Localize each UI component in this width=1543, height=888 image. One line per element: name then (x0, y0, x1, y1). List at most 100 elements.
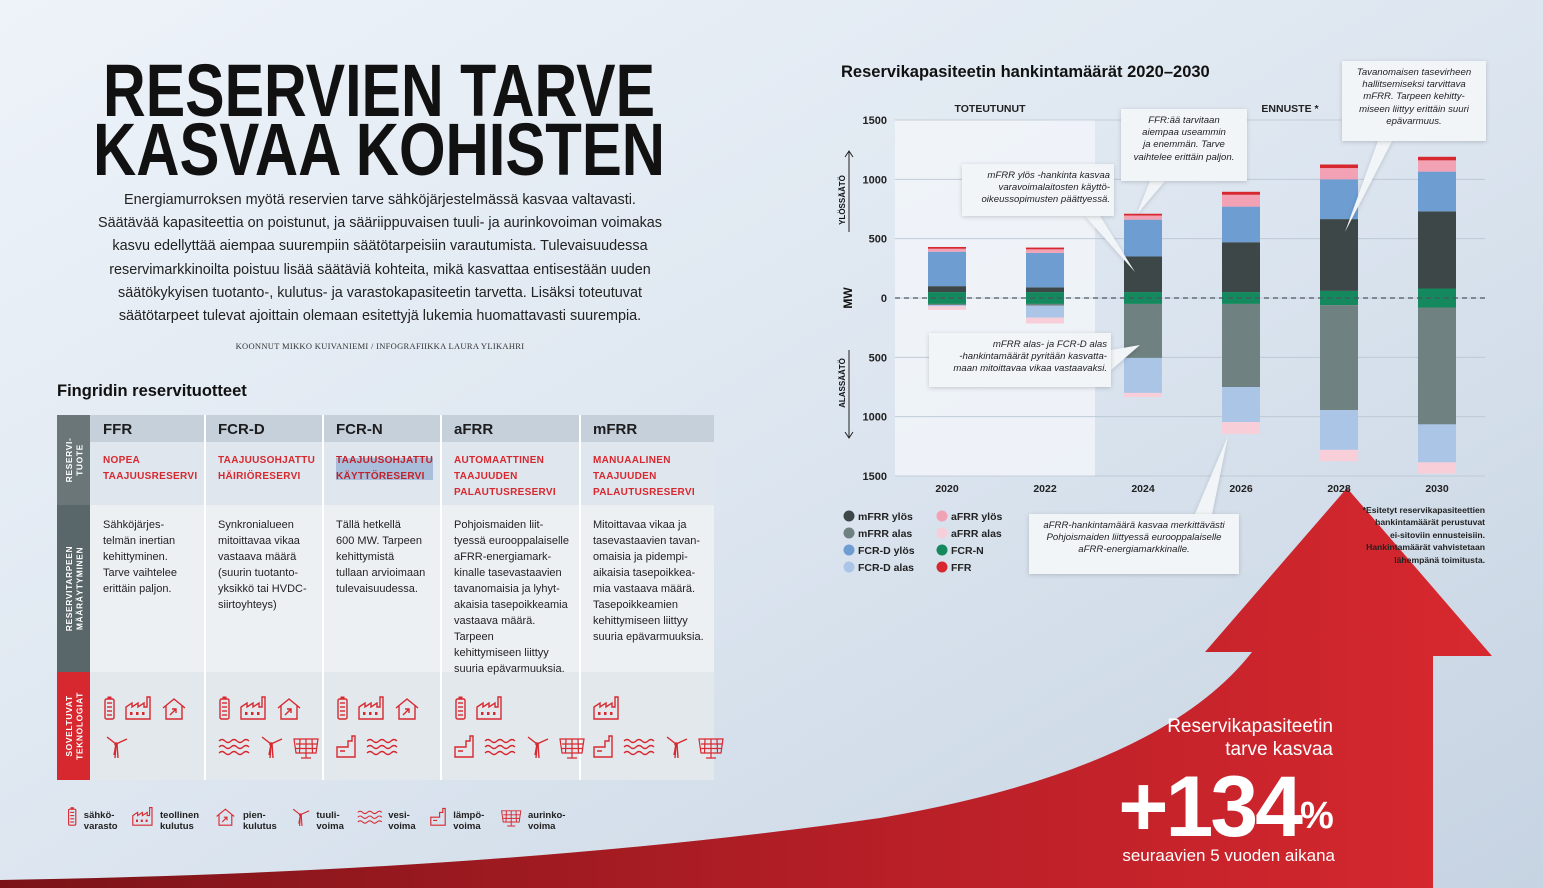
row-label: MÄÄRÄYTYMINEN (74, 547, 84, 630)
bar-segment (1418, 171, 1456, 212)
legend-marker (843, 510, 855, 522)
bar-segment (928, 306, 966, 310)
bar-segment (1026, 292, 1064, 304)
bar-segment (1418, 156, 1456, 161)
annotation-text: Tavanomaisen tasevirheen hallitsemiseksi… (1356, 67, 1472, 127)
bar-segment (1222, 194, 1260, 207)
table-icons-bg (90, 672, 714, 780)
bar-segment (928, 305, 966, 307)
icon-part (623, 738, 655, 744)
icon-part (484, 750, 516, 756)
row-label-group: SOVELTUVAT TEKNOLOGIAT (64, 692, 85, 760)
technology-icon (277, 698, 301, 720)
column-description: Sähköjärjes- telmän inertian kehittymine… (103, 519, 177, 595)
bar-segment (1418, 462, 1456, 474)
technology-legend-label: vesi- (388, 810, 410, 821)
icon-part (221, 816, 228, 823)
period-label: TOTEUTUNUT (955, 103, 1027, 115)
y-tick-label: 500 (869, 234, 887, 246)
icon-part (140, 819, 143, 822)
column-subtitle: TAAJUUSOHJATTU KÄYTTÖRESERVI (336, 453, 434, 485)
callout-line: tarve kasvaa (1225, 739, 1333, 760)
up-label: YLÖSSÄÄTÖ (838, 175, 847, 225)
icon-part (136, 819, 138, 822)
legend-label: FCR-D alas (858, 562, 914, 574)
direction-arrow (844, 350, 854, 439)
y-tick-label: 1500 (863, 471, 887, 483)
technology-icon (593, 735, 613, 758)
icon-part (593, 696, 619, 720)
table-header-bg (90, 415, 714, 442)
icon-part (623, 750, 655, 756)
callout-pointer (1111, 345, 1140, 370)
legend-label: aFRR alas (951, 528, 1002, 540)
bar-segment (1418, 211, 1456, 289)
icon-part (698, 738, 724, 759)
icon-part (366, 750, 398, 756)
icon-part (293, 738, 319, 759)
x-tick-label: 2030 (1425, 483, 1449, 495)
technology-legend-label: voima (453, 821, 481, 832)
column-description: Mitoittavaa vikaa ja tasevastaavien tava… (593, 519, 704, 643)
icon-part (484, 744, 516, 750)
technology-icon (559, 738, 585, 759)
technology-icon (162, 698, 186, 720)
icon-part (476, 696, 502, 720)
y-tick-label: 1000 (863, 174, 887, 186)
technology-icon (455, 696, 466, 720)
icon-part (340, 696, 345, 699)
icon-part (481, 712, 484, 715)
column-name: FFR (103, 421, 133, 438)
icon-part (107, 696, 112, 699)
callout-pointer (1137, 181, 1165, 214)
row-label: RESERVI- (64, 438, 74, 483)
icon-part (395, 698, 419, 720)
column-name: aFRR (454, 421, 494, 438)
callout-pointer (1085, 216, 1135, 272)
callout-box (929, 333, 1111, 387)
legend-label: FFR (951, 562, 972, 574)
icon-part (218, 738, 250, 744)
icon-part (125, 696, 151, 720)
technology-icon (454, 735, 474, 758)
legend-icon (216, 808, 235, 826)
x-tick-label: 2020 (935, 483, 959, 495)
legend-marker (936, 510, 948, 522)
icon-part (527, 736, 549, 759)
bar-segment (1222, 191, 1260, 195)
bar-segment (1320, 410, 1358, 450)
legend-icon (292, 808, 310, 827)
row-label-group: RESERVITARPEEN MÄÄRÄYTYMINEN (64, 546, 85, 632)
technology-icon (240, 696, 266, 720)
icon-part (610, 712, 613, 715)
legend-label: FCR-D ylös (858, 545, 915, 557)
icon-part (218, 750, 250, 756)
icon-part (366, 738, 398, 744)
legend-marker (843, 527, 855, 539)
annotation-text: FFR:ää tarvitaan aiempaa useammin ja ene… (1133, 115, 1235, 163)
bar-segment (1320, 449, 1358, 462)
legend-icon (501, 810, 522, 827)
y-tick-label: 500 (869, 352, 887, 364)
technology-legend-label: kulutus (243, 821, 277, 832)
row-label: TEKNOLOGIAT (74, 692, 84, 760)
bar-segment (1026, 303, 1064, 306)
icon-part (604, 712, 607, 715)
icon-part (593, 735, 613, 758)
axis-label-group: ALASSÄÄTÖ (838, 358, 847, 408)
legend-marker (936, 561, 948, 573)
callout-box (962, 164, 1114, 216)
bar-segment (1320, 168, 1358, 180)
icon-part (559, 738, 585, 759)
technology-icon (104, 696, 115, 720)
icon-part (218, 744, 250, 750)
row-label-bg (57, 415, 90, 505)
icon-part (68, 808, 77, 826)
y-tick-label: 0 (881, 293, 887, 305)
technology-icon (125, 696, 151, 720)
bar-segment (928, 251, 966, 287)
technology-icon (484, 738, 516, 756)
icon-part (292, 808, 310, 827)
